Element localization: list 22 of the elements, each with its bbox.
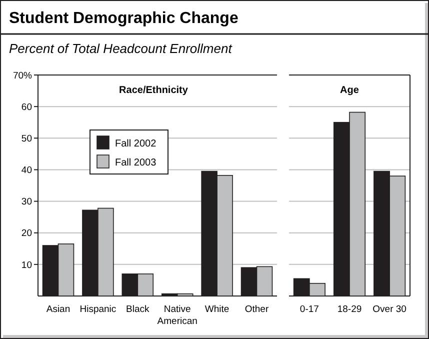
x-tick-label: Native American — [157, 304, 198, 327]
x-tick-label: Over 30 — [372, 304, 406, 315]
y-tick-label: 40 — [21, 165, 32, 176]
x-tick-label: 0-17 — [300, 304, 319, 315]
y-tick-label: 50 — [21, 133, 32, 144]
legend-label: Fall 2002 — [115, 138, 157, 150]
x-tick-label: White — [204, 304, 230, 315]
x-tick-label: Black — [126, 304, 150, 315]
chart-title: Student Demographic Change — [9, 10, 238, 27]
legend-label: Fall 2003 — [115, 158, 157, 168]
y-tick-label: 70% — [12, 70, 33, 82]
x-tick-label: Other — [244, 304, 269, 315]
y-tick-label: 30 — [21, 196, 32, 208]
x-tick-label: Hispanic — [80, 304, 116, 315]
y-tick-label: 60 — [21, 102, 32, 113]
text: Age — [340, 85, 360, 96]
y-tick-label: 20 — [21, 228, 32, 240]
annotation: Race/Ethnicity — [119, 85, 188, 96]
y-tick-label: 10 — [21, 260, 32, 271]
x-tick-label: Asian — [46, 304, 70, 315]
x-tick-label: 18-29 — [337, 304, 362, 315]
chart-subtitle: Percent of Total Headcount Enrollment — [9, 41, 234, 56]
